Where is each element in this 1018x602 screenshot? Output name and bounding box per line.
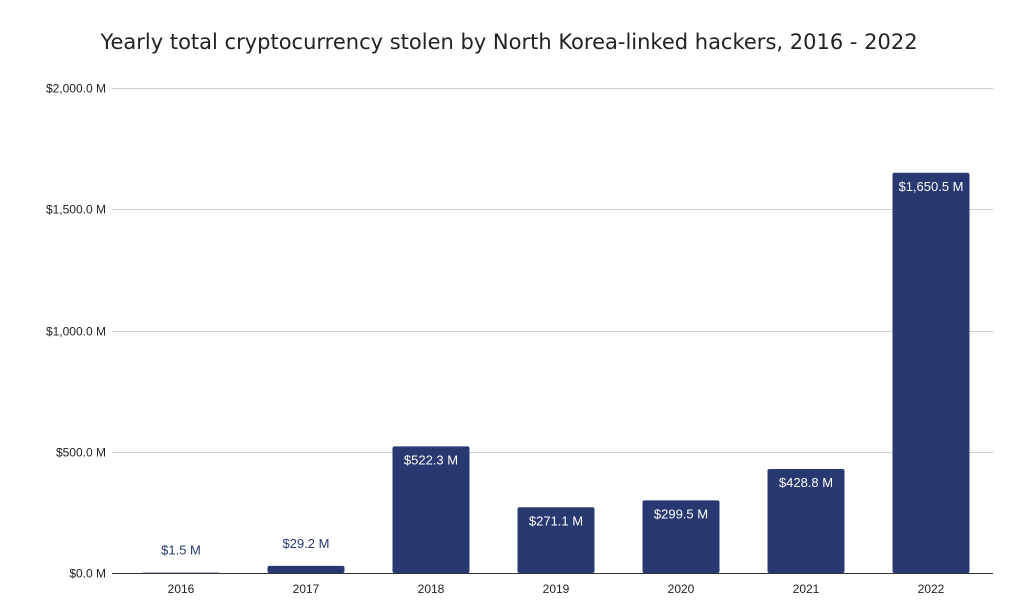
y-axis-ticks: $0.0 M $500.0 M $1,000.0 M $1,500.0 M $2,000… — [46, 82, 106, 581]
data-label-2018: $522.3 M — [404, 452, 458, 467]
chart-title: Yearly total cryptocurrency stolen by No… — [100, 30, 918, 54]
bar-2017 — [267, 565, 345, 573]
y-tick-label: $1,500.0 M — [46, 203, 106, 217]
bars — [142, 172, 970, 573]
y-tick-label: $500.0 M — [56, 446, 106, 460]
bar-2020 — [642, 500, 720, 573]
data-label-2021: $428.8 M — [779, 475, 833, 490]
x-tick-label: 2019 — [543, 582, 570, 596]
x-tick-label: 2022 — [918, 582, 945, 596]
x-tick-label: 2016 — [168, 582, 195, 596]
data-label-2022: $1,650.5 M — [898, 179, 963, 194]
data-label-2019: $271.1 M — [529, 513, 583, 528]
y-tick-label: $2,000.0 M — [46, 82, 106, 96]
bar-2022 — [892, 172, 970, 573]
data-label-2020: $299.5 M — [654, 506, 708, 521]
bar-2021 — [767, 469, 845, 573]
y-tick-label: $1,000.0 M — [46, 325, 106, 339]
x-tick-label: 2018 — [418, 582, 445, 596]
y-tick-label: $0.0 M — [69, 567, 106, 581]
x-axis-ticks: 2016 2017 2018 2019 2020 2021 2022 — [168, 582, 945, 596]
data-label-2016: $1.5 M — [161, 543, 201, 558]
bar-2018 — [392, 446, 470, 573]
x-tick-label: 2020 — [668, 582, 695, 596]
data-labels: $1.5 M $29.2 M $522.3 M $271.1 M $299.5 M $42… — [161, 179, 963, 558]
x-tick-label: 2021 — [793, 582, 820, 596]
data-label-2017: $29.2 M — [283, 536, 330, 551]
x-tick-label: 2017 — [293, 582, 320, 596]
gridlines — [112, 88, 993, 574]
bar-2019 — [517, 507, 595, 573]
